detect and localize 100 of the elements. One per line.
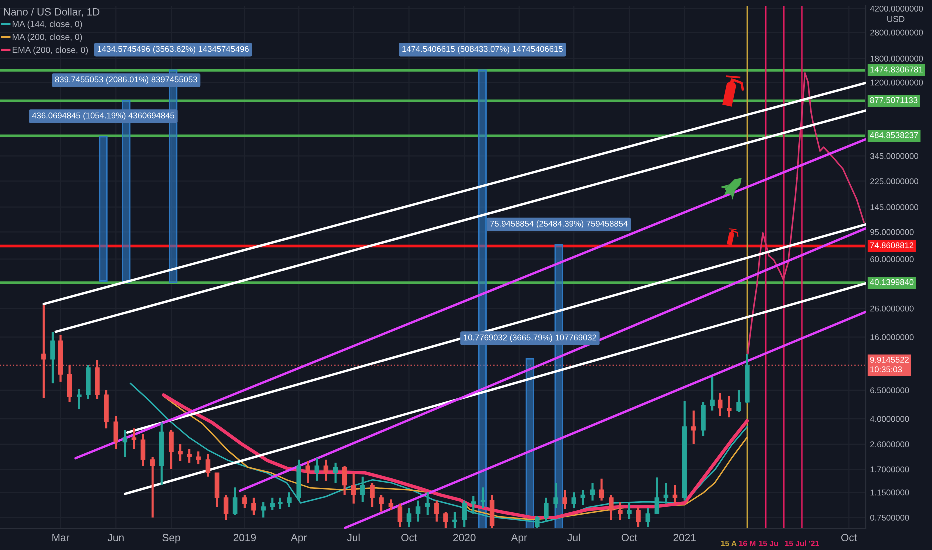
candlestick — [324, 458, 329, 482]
candlestick — [627, 500, 632, 520]
y-tick-label: 4.0000000 — [870, 416, 910, 422]
x-tick-label: Jul — [568, 534, 580, 542]
candlestick — [544, 496, 549, 523]
candlestick — [187, 448, 192, 464]
candlestick — [287, 492, 292, 508]
x-tick-label: Jun — [108, 534, 124, 542]
x-tick-label: 2020 — [454, 534, 476, 542]
y-tick-label: 60.0000000 — [870, 256, 914, 262]
y-tick-label: 95.0000000 — [870, 229, 914, 236]
x-tick-label: Apr — [511, 534, 528, 544]
candlestick — [169, 429, 174, 471]
y-tick-label: 2.6000000 — [870, 442, 910, 448]
candlestick — [42, 304, 46, 400]
y-tick-label: 345.0000000 — [870, 153, 918, 160]
candlestick — [360, 476, 366, 504]
data-label: 1474.5406615 (508433.07%) 14745406615 — [402, 46, 563, 54]
chart-title: Nano / US Dollar, 1D — [4, 8, 100, 18]
candlestick — [306, 460, 311, 484]
ref-line-label: 9.9145522 10:35:03 — [870, 357, 909, 373]
candlestick — [398, 502, 403, 528]
candlestick — [388, 498, 394, 512]
data-label: 839.7455053 (2086.01%) 8397455053 — [55, 76, 198, 84]
candlestick — [416, 500, 421, 523]
candlestick — [471, 495, 476, 516]
candlestick — [50, 330, 56, 385]
candlestick — [150, 456, 156, 519]
candlestick — [342, 465, 348, 496]
candlestick — [664, 482, 669, 505]
candlestick — [314, 457, 320, 482]
data-label: 436.0694845 (1054.19%) 4360694845 — [32, 112, 175, 120]
candlestick — [261, 500, 266, 519]
x-tick-label: Oct — [842, 534, 858, 542]
candlestick — [480, 486, 486, 510]
y-tick-label: 1200.0000000 — [870, 80, 924, 86]
candlestick — [426, 492, 430, 517]
x-tick-label: 2021 — [674, 534, 696, 542]
y-tick-label: 225.0000000 — [870, 178, 918, 184]
x-tick-label: Sep — [162, 534, 180, 544]
candlestick — [727, 395, 732, 419]
candlestick — [672, 484, 678, 505]
candlestick — [178, 443, 183, 462]
candlestick — [140, 433, 146, 468]
y-tick-label: 1.1500000 — [870, 490, 910, 496]
y-tick-label: 145.0000000 — [870, 204, 918, 210]
candlestick — [636, 506, 641, 528]
data-label: 75.9458854 (25484.39%) 759458854 — [490, 220, 628, 229]
candlestick — [654, 476, 660, 516]
candlestick — [77, 388, 82, 411]
y-axis-title: USD — [888, 16, 905, 22]
legend-label: MA (200, close, 0) — [12, 34, 82, 42]
candlestick — [114, 415, 119, 450]
y-tick-label: 6.5000000 — [870, 388, 910, 394]
x-tick-label: Oct — [622, 534, 638, 542]
y-tick-label: 0.7500000 — [870, 514, 910, 521]
candlestick — [270, 496, 275, 512]
candlestick — [434, 500, 440, 523]
y-tick-label: 26.0000000 — [870, 306, 914, 312]
candlestick — [710, 376, 715, 412]
candlestick — [736, 389, 742, 414]
candlestick — [590, 482, 596, 502]
candlestick — [370, 482, 375, 508]
candlestick — [462, 500, 467, 528]
candlestick — [452, 511, 458, 529]
candlestick — [67, 364, 72, 404]
candlestick — [206, 453, 211, 478]
y-tick-label: 1.7000000 — [870, 466, 910, 473]
legend-label: EMA (200, close, 0) — [12, 46, 88, 55]
x-tick-label: Jul — [347, 534, 360, 542]
candlestick — [196, 450, 201, 466]
candlestick — [554, 482, 558, 510]
candlestick — [618, 502, 623, 522]
candlestick — [580, 489, 586, 506]
candlestick — [132, 428, 137, 450]
candlestick — [406, 507, 412, 528]
candlestick — [692, 410, 696, 446]
ref-line-label: 1474.8306781 — [870, 66, 923, 73]
ref-line-label: 484.8538237 — [870, 132, 918, 138]
candlestick — [646, 507, 651, 528]
candlestick — [224, 494, 229, 522]
candlestick — [252, 496, 256, 517]
candlestick — [242, 494, 248, 510]
candlestick — [232, 486, 238, 517]
y-tick-label: 16.0000000 — [870, 334, 914, 340]
candlestick — [572, 492, 577, 510]
line-series — [130, 382, 748, 524]
x-tick-label: Apr — [291, 534, 308, 544]
candlestick — [444, 511, 448, 529]
ref-line-label: 74.8608812 — [870, 242, 914, 249]
y-tick-label: 1800.0000000 — [870, 56, 924, 62]
legend-label: MA (144, close, 0) — [12, 20, 82, 30]
candlestick — [351, 472, 356, 505]
candlestick — [599, 478, 604, 502]
data-label: 1434.5745496 (3563.62%) 14345745496 — [98, 46, 249, 54]
y-tick-label: 4200.0000000 — [870, 6, 924, 12]
candlestick — [609, 494, 614, 522]
line-series — [747, 72, 865, 356]
ref-line-label: 40.1399840 — [870, 279, 914, 286]
x-tick-label: Oct — [402, 534, 418, 542]
